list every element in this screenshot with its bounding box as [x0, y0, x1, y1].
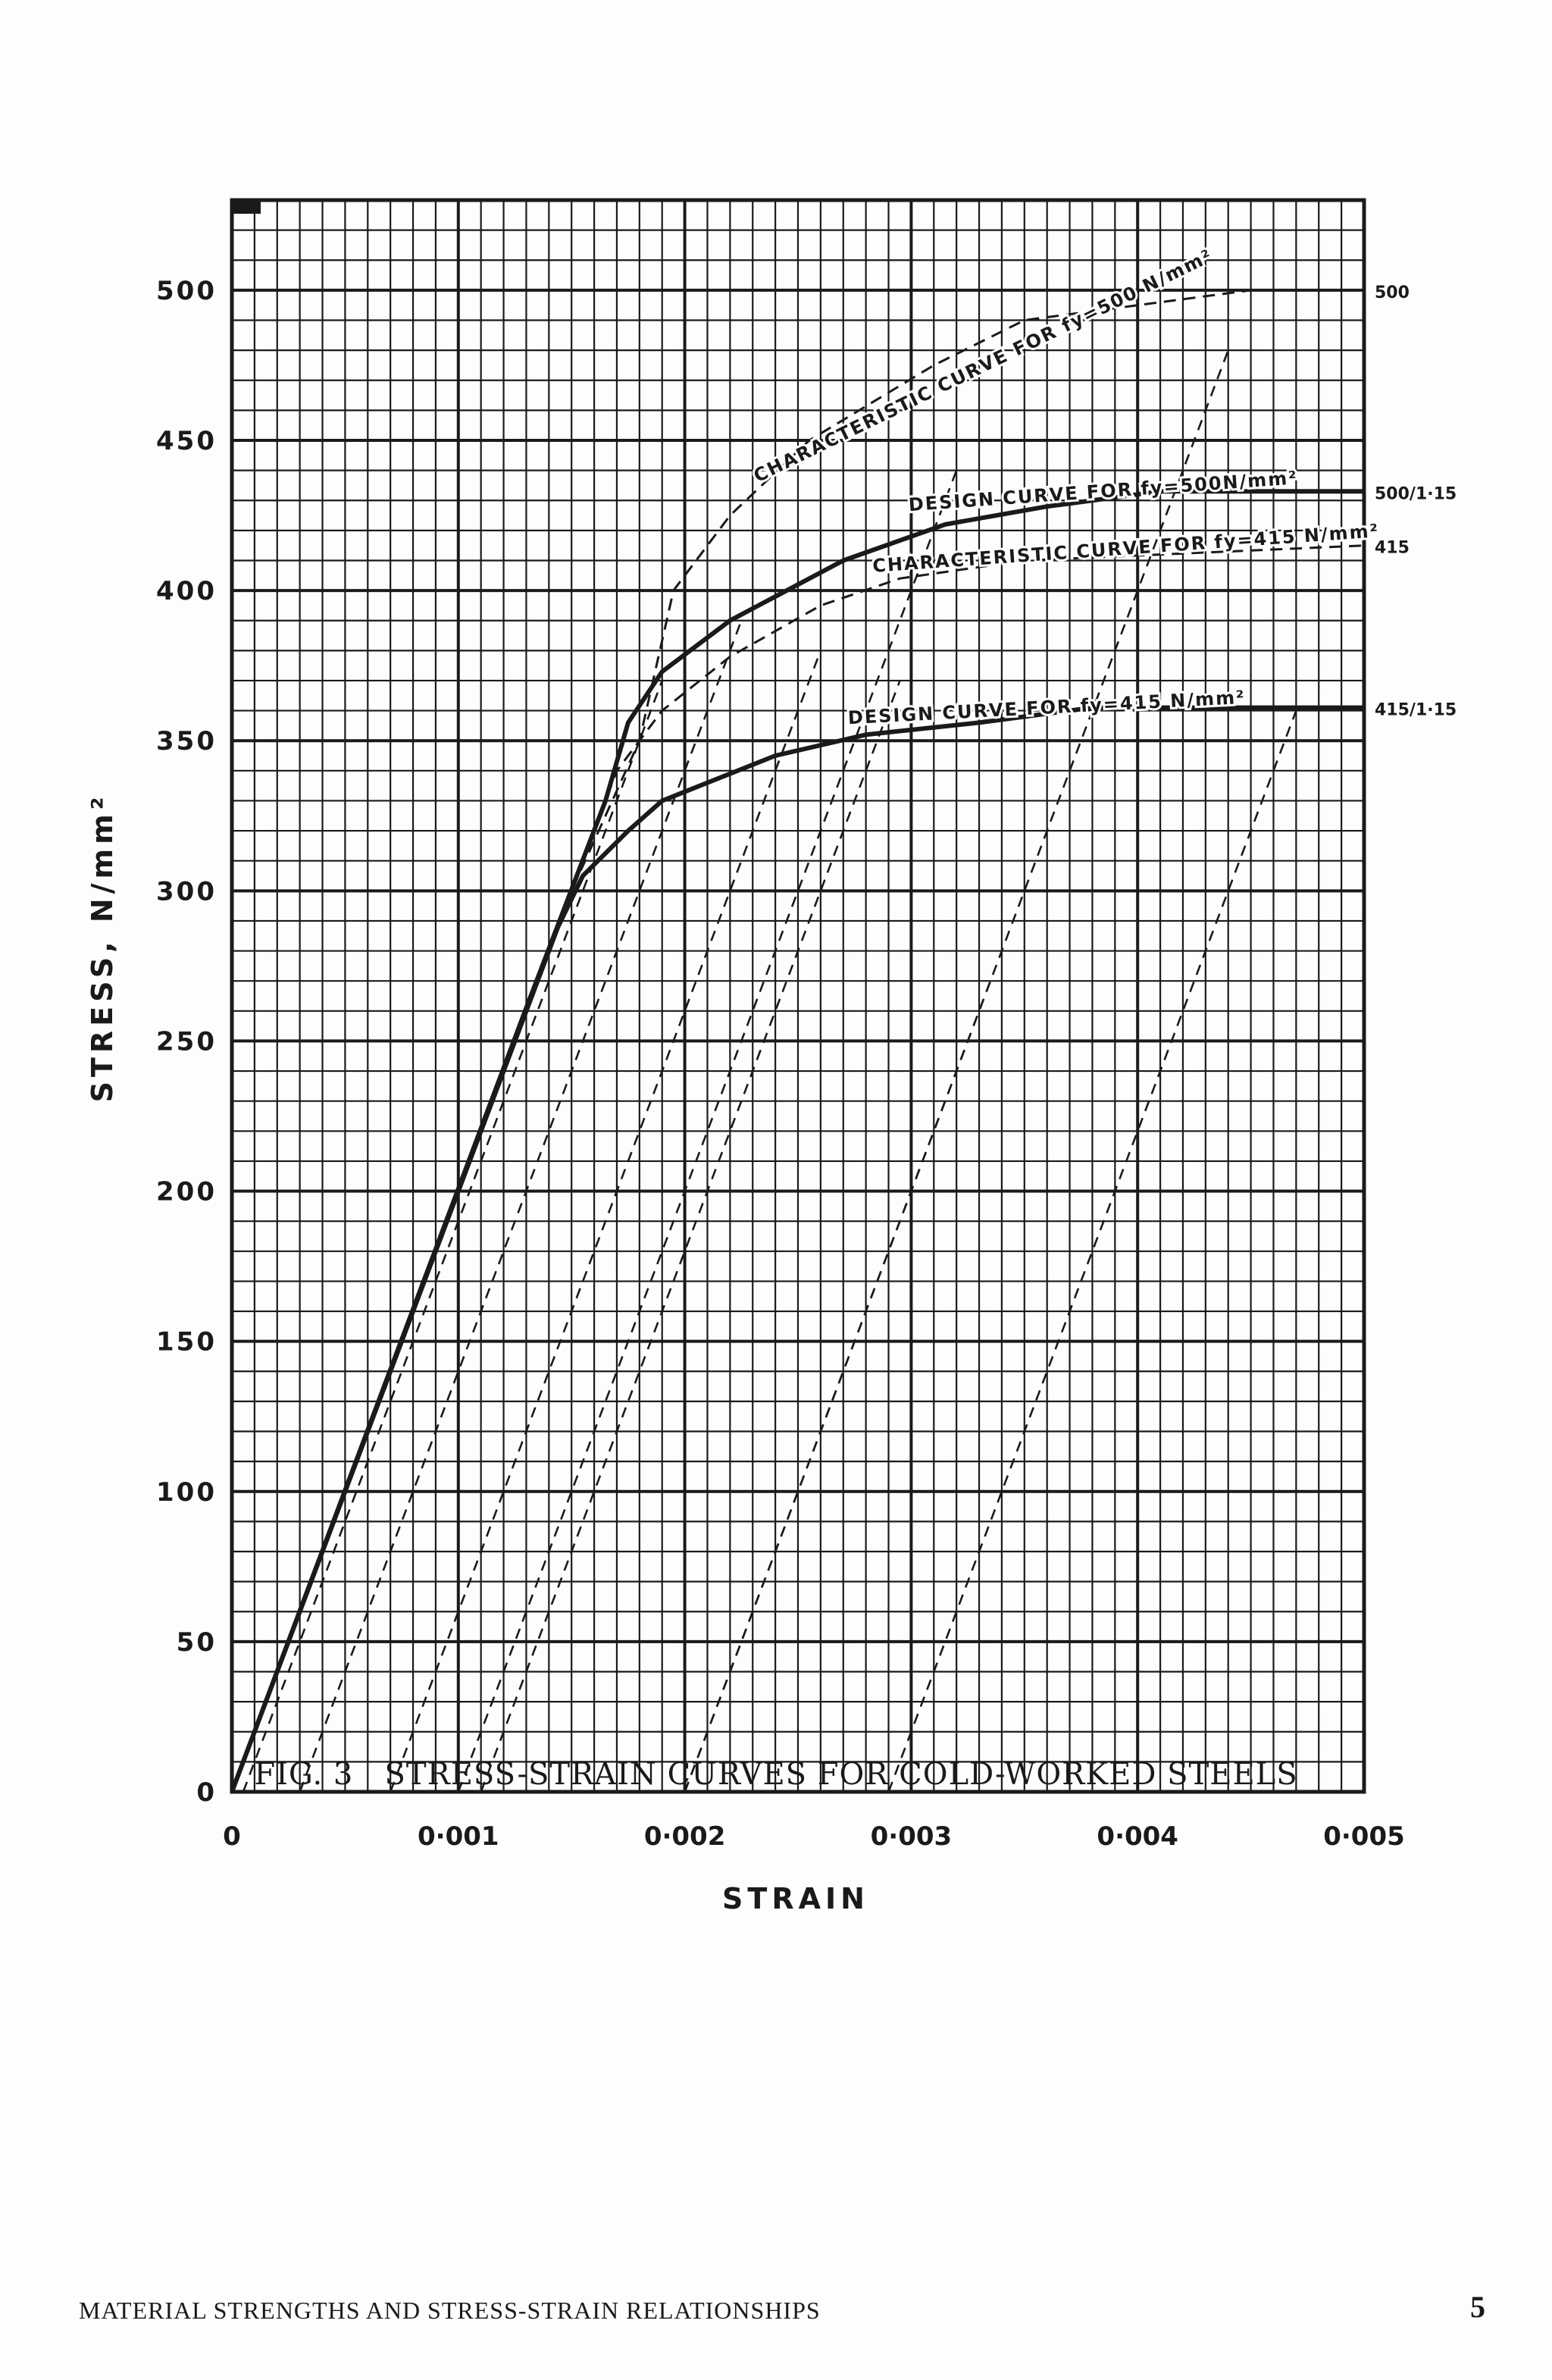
series-line — [230, 705, 1364, 1793]
y-tick-label: 450 — [156, 426, 217, 456]
offset-line — [389, 650, 822, 1793]
figure-label: FIG. 3 — [254, 1757, 354, 1792]
x-tick-label: 0·003 — [871, 1821, 953, 1852]
figure-title: STRESS-STRAIN CURVES FOR COLD-WORKED STE… — [384, 1757, 1298, 1792]
plot-frame — [230, 198, 1366, 1794]
y-tick-label: 150 — [156, 1327, 217, 1358]
axis-ticks: 0 0·001 0·002 0·003 0·004 0·005 0 50 100 150 200 25… — [156, 276, 1405, 1852]
x-tick-label: 0 — [223, 1821, 241, 1852]
series-line — [230, 489, 1364, 1793]
curve-labels: 500 500/1·15 415 415/1·15 CHARACTERISTIC CUR… — [748, 243, 1457, 731]
series-end-label: 500 — [1375, 283, 1410, 302]
figure-caption: FIG. 3 STRESS-STRAIN CURVES FOR COLD-WOR… — [0, 1757, 1552, 1792]
y-tick-label: 100 — [156, 1477, 217, 1508]
y-tick-label: 200 — [156, 1177, 217, 1207]
series-lines — [230, 289, 1365, 1793]
y-tick-label: 350 — [156, 726, 217, 756]
curve-label: CHARACTERISTIC CURVE FOR fy=415 N/mm² — [871, 520, 1380, 577]
running-head: MATERIAL STRENGTHS AND STRESS-STRAIN REL… — [79, 2297, 821, 2324]
series-end-label: 415/1·15 — [1375, 701, 1457, 720]
page-number: 5 — [1470, 2290, 1485, 2324]
x-tick-label: 0·004 — [1097, 1821, 1178, 1852]
series-line — [230, 544, 1365, 1793]
y-tick-label: 250 — [156, 1026, 217, 1057]
curve-label: DESIGN CURVE FOR fy=500N/mm² — [908, 467, 1299, 515]
corner-mark — [233, 202, 261, 214]
y-tick-label: 400 — [156, 576, 217, 606]
series-line — [230, 289, 1364, 1793]
offset-line — [480, 680, 901, 1793]
series-end-label: 415 — [1375, 539, 1410, 558]
y-tick-label: 0 — [196, 1777, 217, 1808]
y-tick-label: 500 — [156, 276, 217, 306]
offset-line — [299, 620, 743, 1793]
grid — [230, 198, 1366, 1794]
x-tick-label: 0·001 — [418, 1821, 499, 1852]
x-tick-label: 0·005 — [1323, 1821, 1405, 1852]
y-axis-label: STRESS, N/mm² — [86, 793, 119, 1103]
y-tick-label: 50 — [177, 1627, 217, 1658]
y-tick-label: 300 — [156, 876, 217, 907]
series-end-label: 500/1·15 — [1375, 484, 1457, 503]
x-axis-label: STRAIN — [722, 1882, 869, 1915]
x-tick-label: 0·002 — [644, 1821, 726, 1852]
stress-strain-chart: 0 0·001 0·002 0·003 0·004 0·005 0 50 100 150 200 25… — [86, 198, 1457, 1915]
offset-line — [242, 680, 663, 1793]
